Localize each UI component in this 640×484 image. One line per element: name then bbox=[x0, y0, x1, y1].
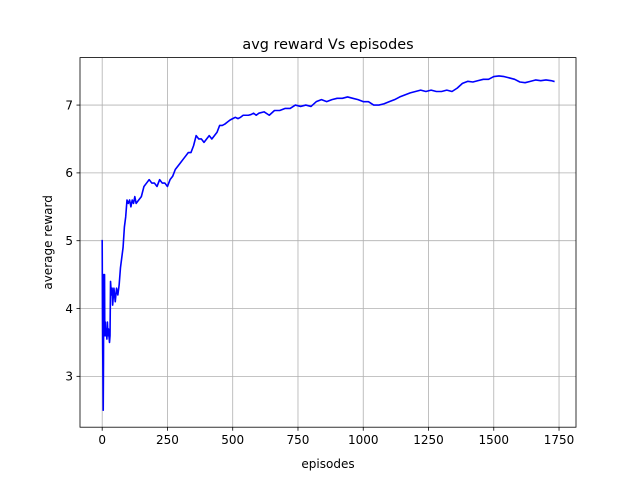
x-axis-label: episodes bbox=[301, 457, 354, 471]
x-tick-label: 0 bbox=[98, 433, 106, 447]
y-tick-label: 4 bbox=[65, 302, 73, 316]
x-tick-label: 250 bbox=[156, 433, 179, 447]
x-tick-label: 750 bbox=[287, 433, 310, 447]
x-tick-label: 1750 bbox=[544, 433, 575, 447]
y-tick-label: 6 bbox=[65, 166, 73, 180]
series-layer bbox=[101, 75, 555, 412]
ticks: 0 250 500 750 1000 1250 1500 1750 3 4 5 6 7 bbox=[65, 98, 574, 447]
y-tick-label: 7 bbox=[65, 98, 73, 112]
series-line bbox=[101, 75, 555, 412]
x-tick-label: 1250 bbox=[413, 433, 444, 447]
x-tick-label: 1500 bbox=[478, 433, 509, 447]
y-tick-label: 5 bbox=[65, 234, 73, 248]
x-tick-label: 1000 bbox=[348, 433, 379, 447]
chart-title: avg reward Vs episodes bbox=[242, 37, 413, 53]
plot-frame bbox=[79, 57, 577, 428]
x-tick-label: 500 bbox=[221, 433, 244, 447]
grid bbox=[80, 57, 576, 428]
y-tick-label: 3 bbox=[65, 370, 73, 384]
y-axis-label: average reward bbox=[41, 195, 55, 290]
